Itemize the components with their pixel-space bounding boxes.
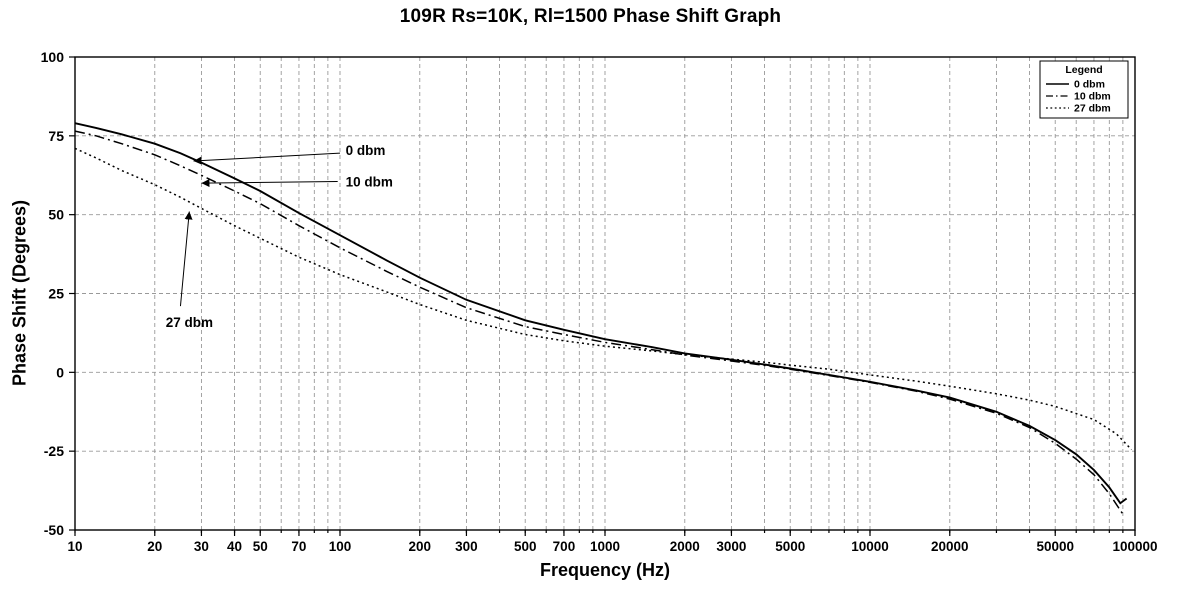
grid-lines [75, 57, 1136, 530]
svg-text:20000: 20000 [931, 539, 969, 554]
svg-text:-25: -25 [44, 443, 64, 459]
svg-text:50: 50 [48, 207, 64, 223]
legend-entry-label: 27 dbm [1074, 103, 1111, 115]
svg-text:500: 500 [514, 539, 537, 554]
svg-text:75: 75 [48, 128, 64, 144]
series-10-dbm [74, 130, 1124, 515]
svg-text:70: 70 [291, 539, 306, 554]
svg-text:30: 30 [194, 539, 209, 554]
svg-text:50: 50 [253, 539, 268, 554]
annotation-label: 0 dbm [346, 143, 386, 158]
y-axis-label: Phase Shift (Degrees) [9, 199, 30, 387]
svg-text:3000: 3000 [716, 539, 746, 554]
legend-box [1039, 60, 1129, 119]
x-tick-labels: 10 20 30 40 50 70 100 200 300 500 700 1000 2000 3000 5… [67, 539, 1157, 554]
svg-text:700: 700 [553, 539, 576, 554]
legend-entry-label: 0 dbm [1074, 79, 1105, 91]
annotations: 0 dbm 10 dbm 27 dbm [166, 143, 393, 330]
svg-text:40: 40 [227, 539, 242, 554]
legend-title: Legend [1065, 64, 1102, 76]
svg-text:10000: 10000 [851, 539, 889, 554]
svg-text:25: 25 [48, 286, 64, 302]
annotation-label: 27 dbm [166, 315, 213, 330]
svg-text:1000: 1000 [590, 539, 620, 554]
svg-text:50000: 50000 [1036, 539, 1074, 554]
chart-title: 109R Rs=10K, Rl=1500 Phase Shift Graph [399, 6, 782, 27]
annotation-label: 10 dbm [346, 175, 393, 190]
annotation-arrow [201, 179, 338, 188]
svg-text:0: 0 [56, 364, 64, 380]
svg-text:200: 200 [409, 539, 432, 554]
annotation-arrow [193, 152, 341, 165]
x-axis-label: Frequency (Hz) [539, 560, 671, 580]
series-0-dbm [74, 122, 1128, 505]
series-27-dbm [74, 147, 1133, 451]
svg-text:-50: -50 [44, 522, 64, 538]
y-tick-labels: -50 -25 0 25 50 75 100 [41, 49, 65, 538]
svg-text:10: 10 [67, 539, 82, 554]
annotation-arrow [179, 211, 193, 307]
svg-text:100000: 100000 [1112, 539, 1157, 554]
legend-entry-label: 10 dbm [1074, 91, 1111, 103]
svg-text:20: 20 [147, 539, 162, 554]
svg-text:2000: 2000 [670, 539, 700, 554]
svg-text:100: 100 [329, 539, 352, 554]
svg-text:100: 100 [41, 49, 65, 65]
svg-text:5000: 5000 [775, 539, 805, 554]
svg-text:300: 300 [455, 539, 478, 554]
axis-ticks [69, 56, 1136, 536]
